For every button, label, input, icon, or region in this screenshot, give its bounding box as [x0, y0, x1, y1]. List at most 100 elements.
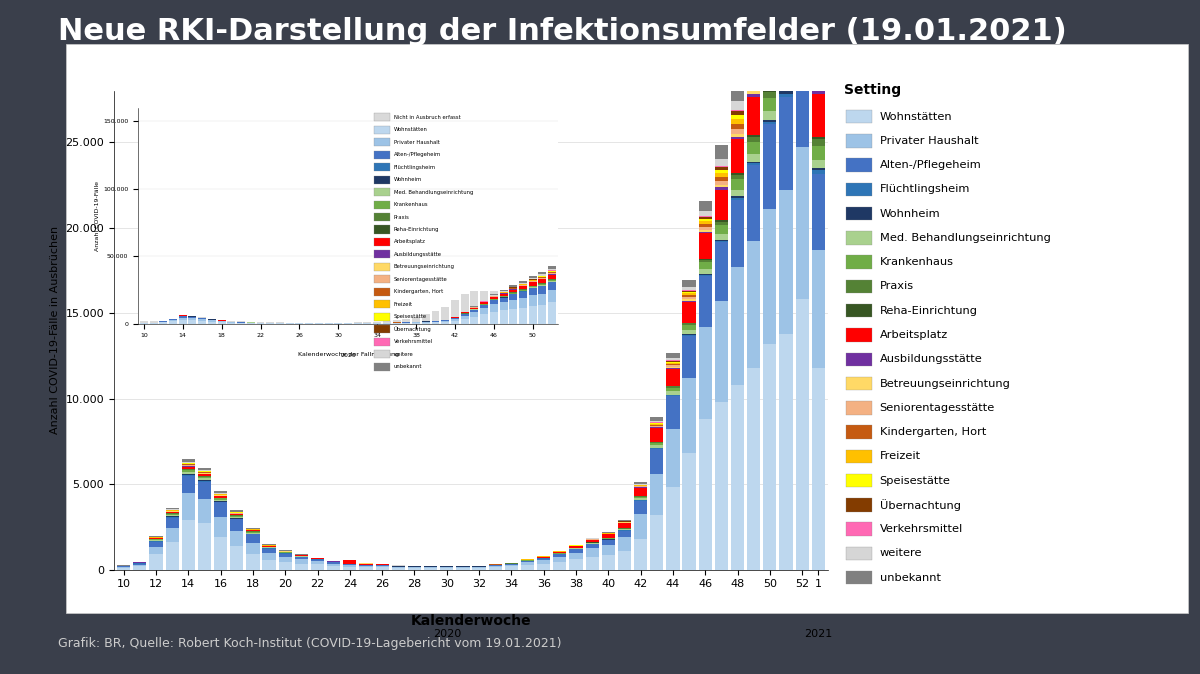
Bar [763, 120, 776, 122]
Bar [376, 568, 389, 570]
Bar [548, 302, 556, 324]
Bar [520, 287, 527, 324]
Bar [731, 200, 744, 267]
Bar [529, 282, 536, 286]
Bar [715, 167, 728, 170]
Bar [391, 568, 404, 570]
Bar [779, 67, 793, 82]
Bar [392, 320, 401, 324]
Bar [683, 299, 696, 301]
Bar [359, 566, 373, 568]
Bar [763, 7, 776, 13]
Bar [698, 259, 712, 260]
Bar [257, 322, 264, 324]
Text: Übernachtung: Übernachtung [880, 499, 961, 511]
Bar [715, 220, 728, 222]
Bar [715, 222, 728, 225]
Bar [748, 85, 761, 90]
Text: Krankenhaus: Krankenhaus [394, 202, 428, 207]
Bar [666, 368, 679, 369]
Text: Alten-/Pflegeheim: Alten-/Pflegeheim [880, 160, 982, 170]
X-axis label: Kalenderwoche der Fallmeldung: Kalenderwoche der Fallmeldung [298, 352, 398, 357]
Bar [217, 321, 226, 322]
Bar [188, 320, 197, 324]
Bar [618, 537, 631, 551]
Bar [698, 232, 712, 233]
Bar [811, 59, 824, 64]
Bar [149, 547, 163, 554]
Bar [529, 278, 536, 279]
Bar [166, 514, 179, 515]
Bar [811, 160, 824, 168]
Y-axis label: Anzahl COVID-19-Fälle: Anzahl COVID-19-Fälle [95, 181, 101, 251]
Bar [328, 562, 341, 563]
Y-axis label: Anzahl COVID-19-Fälle in Ausbrüchen: Anzahl COVID-19-Fälle in Ausbrüchen [50, 226, 60, 434]
Bar [529, 288, 536, 295]
Bar [451, 301, 458, 324]
Bar [238, 321, 245, 324]
Bar [650, 421, 664, 423]
Bar [731, 175, 744, 179]
Bar [133, 565, 146, 566]
Bar [548, 290, 556, 302]
Bar [715, 177, 728, 181]
Bar [553, 557, 566, 562]
Bar [230, 514, 244, 515]
Bar [748, 90, 761, 94]
Bar [763, 18, 776, 24]
Bar [811, 140, 824, 146]
Bar [278, 557, 292, 562]
Bar [698, 274, 712, 276]
Bar [179, 317, 187, 319]
Bar [666, 369, 679, 386]
Bar [796, 11, 809, 28]
Bar [634, 484, 647, 485]
Bar [408, 567, 421, 568]
Bar [666, 487, 679, 570]
Bar [748, 73, 761, 79]
Bar [731, 134, 744, 137]
Bar [548, 281, 556, 282]
Bar [169, 321, 176, 324]
Bar [432, 322, 439, 324]
Bar [683, 330, 696, 334]
Bar [473, 568, 486, 570]
Bar [779, 57, 793, 60]
Text: Arbeitsplatz: Arbeitsplatz [880, 330, 948, 340]
Bar [461, 316, 469, 319]
Bar [181, 467, 194, 468]
Bar [247, 321, 254, 324]
Text: weitere: weitere [880, 549, 922, 558]
Bar [683, 295, 696, 297]
Bar [376, 564, 389, 565]
Bar [359, 568, 373, 570]
Bar [198, 470, 211, 471]
Bar [470, 310, 479, 313]
Bar [311, 559, 324, 561]
Bar [779, 94, 793, 97]
Bar [569, 559, 583, 570]
Bar [499, 303, 508, 310]
Bar [456, 567, 469, 568]
Bar [553, 562, 566, 570]
Bar [198, 474, 211, 476]
Bar [748, 97, 761, 135]
Bar [650, 443, 664, 446]
Bar [461, 294, 469, 324]
Bar [811, 14, 824, 40]
Bar [278, 562, 292, 570]
Bar [796, 46, 809, 148]
Text: unbekannt: unbekannt [394, 364, 422, 369]
Bar [731, 129, 744, 134]
Bar [779, 4, 793, 9]
Bar [490, 305, 498, 311]
Bar [440, 568, 454, 570]
Bar [715, 234, 728, 240]
Bar [698, 260, 712, 262]
Bar [166, 512, 179, 513]
Bar [344, 322, 352, 324]
Bar [779, 82, 793, 92]
Bar [181, 459, 194, 462]
Bar [461, 319, 469, 324]
Bar [779, 0, 793, 4]
